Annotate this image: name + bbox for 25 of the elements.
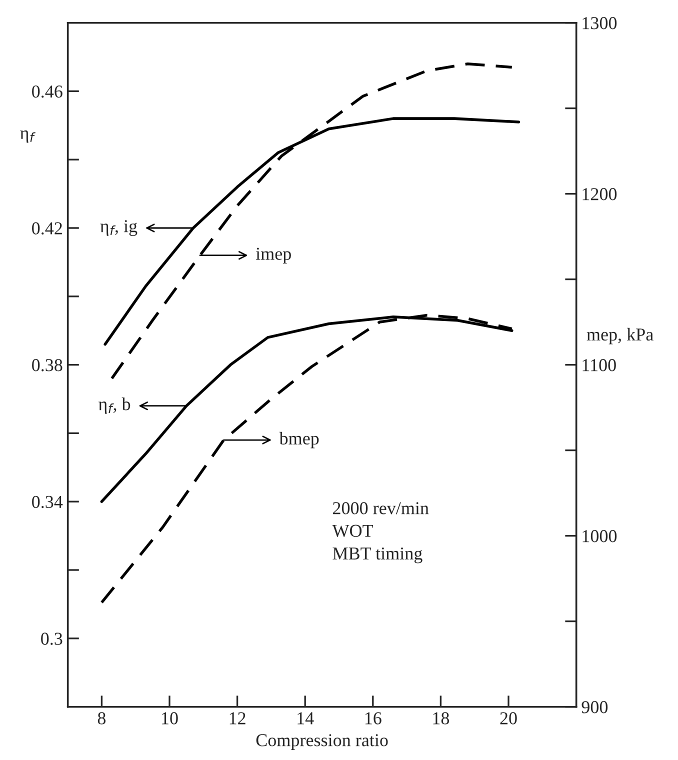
x-tick-label: 8: [98, 712, 106, 724]
x-tick-label: 18: [433, 712, 450, 724]
annotation: imep: [256, 248, 291, 264]
x-tick-label: 16: [365, 712, 382, 724]
annotation: η$_{f}$, b: [98, 398, 130, 414]
y2-tick-label: 1000: [582, 530, 617, 542]
x-tick-label: 14: [298, 712, 314, 724]
x-tick-label: 12: [230, 712, 246, 724]
y2-tick-label: 1300: [582, 17, 617, 30]
y2-axis-title: mep, kPa: [586, 328, 654, 344]
y2-tick-label: 900: [582, 701, 608, 714]
annotation: 2000 rev/min WOT MBT timing: [332, 502, 429, 564]
y2-tick-label: 1100: [582, 359, 616, 372]
y-tick-label: 0.34: [32, 496, 63, 508]
y-axis-title: η$_{f}$: [20, 130, 36, 143]
annotation: η$_{f}$, ig: [100, 220, 138, 236]
annotation: bmep: [279, 432, 319, 448]
x-tick-label: 20: [500, 712, 517, 724]
y-tick-label: 0.3: [41, 632, 62, 645]
y-tick-label: 0.38: [32, 359, 62, 372]
y-tick-label: 0.46: [32, 85, 62, 98]
x-axis-title: Compression ratio: [256, 734, 388, 750]
y2-tick-label: 1200: [582, 188, 617, 200]
y-tick-label: 0.42: [32, 222, 62, 235]
x-tick-label: 10: [162, 712, 178, 724]
